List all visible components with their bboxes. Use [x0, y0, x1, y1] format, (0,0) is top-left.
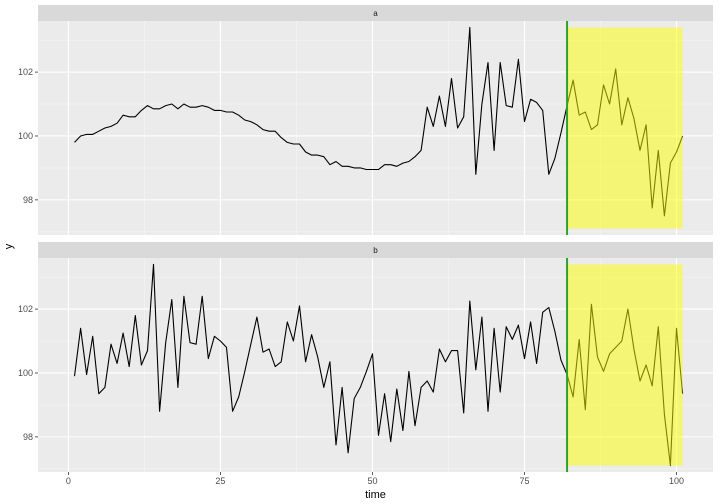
x-tick-label: 0: [66, 476, 71, 486]
x-tick-label: 75: [519, 476, 529, 486]
facet-panel-b: b 98 100 102: [18, 242, 713, 472]
facet-strip-label: b: [373, 246, 378, 255]
x-axis-title: time: [365, 489, 386, 501]
y-tick-label: 102: [18, 67, 33, 77]
facet-strip: [38, 5, 713, 21]
x-tick-label: 25: [215, 476, 225, 486]
y-axis-title: y: [3, 243, 15, 249]
y-tick-label: 98: [23, 195, 33, 205]
y-tick-label: 100: [18, 131, 33, 141]
y-tick-label: 100: [18, 368, 33, 378]
facet-strip: [38, 242, 713, 258]
forecast-highlight-region: [567, 264, 683, 466]
facet-panel-a: a 98 100 102: [18, 5, 713, 235]
y-tick-label: 102: [18, 304, 33, 314]
facet-strip-label: a: [373, 9, 378, 18]
x-tick-label: 100: [669, 476, 684, 486]
y-tick-label: 98: [23, 432, 33, 442]
x-tick-label: 50: [367, 476, 377, 486]
forecast-highlight-region: [567, 27, 683, 229]
